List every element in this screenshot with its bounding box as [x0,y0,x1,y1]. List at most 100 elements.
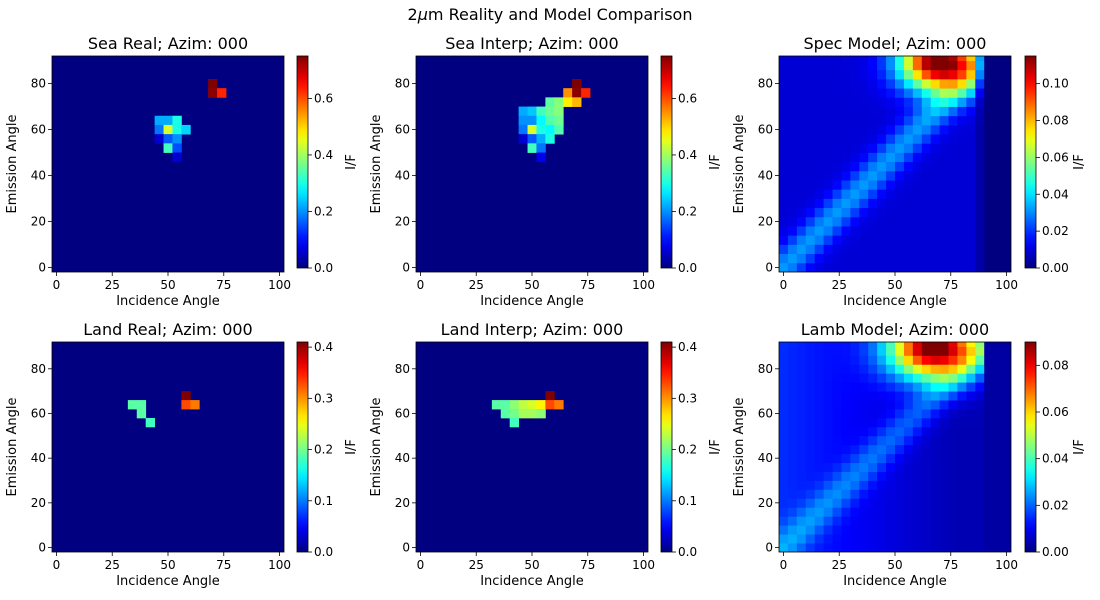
heatmap-cell [939,355,949,365]
heatmap-cell [948,382,958,392]
heatmap-cell [850,507,860,517]
x-tick-label: 50 [524,558,539,572]
heatmap-cell [779,244,789,255]
heatmap-cell [895,97,905,107]
heatmap-cell [966,364,976,374]
heatmap-cell [787,143,798,153]
heatmap-cell [993,97,1003,107]
y-tick-label: 20 [31,496,46,510]
heatmap-cell [832,170,842,181]
heatmap-cell [823,152,833,163]
heatmap-cell [850,180,860,190]
heatmap-cell [868,88,878,98]
heatmap-cell [939,56,949,61]
heatmap-cell [984,462,994,472]
heatmap-cell [921,543,932,552]
heatmap-cell [984,355,994,365]
heatmap-cell [886,444,896,455]
heatmap-cell [886,207,896,218]
heatmap-cell [957,124,967,135]
heatmap-cell [787,124,798,135]
heatmap-cell [841,409,851,419]
heatmap-cell [1002,226,1011,236]
heatmap-cell [957,355,967,365]
heatmap-cell [823,355,833,365]
heatmap-cell [886,97,896,107]
colorbar [660,341,673,553]
heatmap-cell [966,78,976,89]
heatmap-cell [939,124,949,135]
heatmap-cell [957,189,967,199]
heatmap-cell [939,262,949,272]
heatmap-cell [921,382,932,392]
heatmap-cell [993,435,1003,446]
heatmap-cell [796,170,807,181]
heatmap-cell [1002,262,1011,272]
heatmap-cell [805,189,816,199]
heatmap-cell [823,498,833,508]
heatmap-cell [850,417,860,428]
heatmap-cell [966,189,976,199]
y-tick-label: 80 [395,77,410,91]
heatmap-cell [814,543,825,552]
heatmap-cell [787,462,798,472]
heatmap-cell [975,409,985,419]
heatmap-cell [787,198,798,209]
heatmap-cell [868,262,878,272]
y-axis-label: Emission Angle [369,115,384,214]
heatmap-cell [841,373,851,383]
heatmap-cell [984,124,994,135]
heatmap-cell [895,453,905,464]
heatmap-cell [832,253,842,264]
heatmap-cell [903,409,914,419]
colorbar-tick-label: 0.2 [314,204,333,218]
heatmap-cell [975,471,985,481]
heatmap-cell [939,507,949,517]
heatmap-cell [859,543,869,552]
heatmap-cell [993,391,1003,401]
heatmap-cell [957,198,967,209]
heatmap-cell [886,471,896,481]
heatmap-cell [886,417,896,428]
heatmap-cell [921,391,932,401]
y-axis-label: Emission Angle [5,115,20,214]
heatmap-cell [796,462,807,472]
heatmap-cell [823,106,833,117]
heatmap-cell [1002,198,1011,209]
x-tick-label: 50 [160,558,175,572]
heatmap-cell [850,161,860,172]
heatmap-cell [939,400,949,410]
heatmap-cell [823,525,833,535]
heatmap-cell [903,426,914,437]
heatmap-cell [814,88,825,98]
heatmap-cell [841,134,851,144]
heatmap-cell [921,78,932,89]
heatmap-cell [850,355,860,365]
heatmap-cell [895,56,905,61]
y-axis-label: Emission Angle [732,398,747,497]
heatmap-cell [903,400,914,410]
y-tick-label: 0 [38,260,46,274]
heatmap-cell [975,342,985,347]
heatmap-cell [1002,391,1011,401]
heatmap-cell [779,471,789,481]
heatmap-cell [912,364,923,374]
heatmap-cell [500,409,511,419]
subplots: Sea Real; Azim: 000 0 25 50 75 100 0 20 40 60 80 In… [5,34,1087,589]
heatmap-cell [957,60,967,71]
heatmap-cell [903,134,914,144]
heatmap-cell [805,180,816,190]
heatmap-cell [993,516,1003,526]
heatmap-cell [823,124,833,135]
heatmap-cell [877,170,887,181]
heatmap-cell [859,480,869,490]
colorbar-tick-label: 0.0 [678,545,697,559]
heatmap-cell [841,88,851,98]
heatmap-cell [787,453,798,464]
heatmap-cell [796,543,807,552]
heatmap-cell [966,355,976,365]
heatmap-cell [805,235,816,245]
heatmap-cell [966,134,976,144]
heatmap-cell [903,346,914,356]
heatmap-cell [984,391,994,401]
